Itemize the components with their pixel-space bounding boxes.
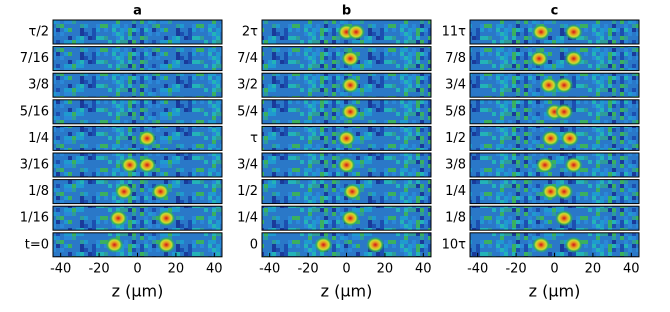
row-label: 1/4 xyxy=(445,184,466,199)
peak-blob xyxy=(564,24,583,40)
x-tick-label: 0 xyxy=(133,261,141,276)
x-tick-label: -20 xyxy=(297,261,318,276)
peak-blob xyxy=(157,236,176,253)
row-label: τ xyxy=(250,131,258,146)
peak-blob xyxy=(366,236,385,253)
strip xyxy=(469,19,640,45)
peak-blob xyxy=(337,157,356,173)
peak-blob xyxy=(105,236,124,253)
row-label: τ/2 xyxy=(29,25,49,40)
peak-blob xyxy=(541,130,560,147)
row-label: 5/4 xyxy=(237,104,258,119)
row-label: 5/16 xyxy=(20,104,49,119)
strip xyxy=(469,205,640,231)
peak-blob xyxy=(564,157,583,173)
row-label: 1/2 xyxy=(237,184,258,199)
row-label: 3/16 xyxy=(20,158,49,173)
row-label: 3/4 xyxy=(445,78,466,93)
peak-blob xyxy=(530,50,549,67)
peak-blob xyxy=(341,77,360,94)
strip xyxy=(52,179,223,205)
x-tick-label: 20 xyxy=(168,261,185,276)
panel-title: b xyxy=(342,4,351,19)
peak-blob xyxy=(341,103,360,120)
peak-blob xyxy=(109,210,128,227)
peak-blob xyxy=(138,130,157,147)
row-label: 10τ xyxy=(442,237,467,252)
panel-title: a xyxy=(133,4,142,19)
strip xyxy=(52,19,223,45)
row-label: 1/8 xyxy=(28,184,49,199)
x-tick-label: 40 xyxy=(623,261,640,276)
row-label: 1/4 xyxy=(237,211,258,226)
peak-blob xyxy=(120,157,139,173)
panel-title: c xyxy=(551,4,559,19)
peak-blob xyxy=(157,210,176,227)
peak-blob xyxy=(541,183,560,200)
strip xyxy=(52,46,223,72)
strip xyxy=(52,72,223,98)
x-axis-label: z (μm) xyxy=(112,281,164,300)
x-tick-label: 20 xyxy=(585,261,602,276)
strip xyxy=(52,125,223,151)
peak-blob xyxy=(341,210,360,227)
x-tick-label: 0 xyxy=(342,261,350,276)
x-tick-label: 40 xyxy=(415,261,432,276)
peak-blob xyxy=(314,236,333,253)
peak-blob xyxy=(341,50,360,67)
strip xyxy=(52,99,223,125)
peak-blob xyxy=(539,77,558,94)
peak-blob xyxy=(560,130,579,147)
strip xyxy=(469,152,640,178)
x-tick-label: 20 xyxy=(377,261,394,276)
peak-blob xyxy=(343,183,362,200)
x-tick-label: -40 xyxy=(50,261,71,276)
x-tick-label: -40 xyxy=(259,261,280,276)
x-axis-label: z (μm) xyxy=(529,281,581,300)
peak-blob xyxy=(532,236,551,253)
peak-blob xyxy=(555,103,574,120)
x-tick-label: -20 xyxy=(88,261,109,276)
peak-blob xyxy=(151,183,170,200)
x-tick-label: 40 xyxy=(206,261,223,276)
row-label: 7/4 xyxy=(237,51,258,66)
x-tick-label: -20 xyxy=(505,261,526,276)
row-label: 7/8 xyxy=(445,51,466,66)
row-label: 1/4 xyxy=(28,131,49,146)
row-label: 5/8 xyxy=(445,104,466,119)
peak-blob xyxy=(564,236,583,253)
peak-blob xyxy=(532,24,551,40)
peak-blob xyxy=(337,130,356,147)
peak-blob xyxy=(347,24,366,40)
strip xyxy=(52,205,223,231)
row-label: 1/16 xyxy=(20,211,49,226)
row-label: t=0 xyxy=(25,237,49,252)
row-label: 3/4 xyxy=(237,158,258,173)
row-label: 2τ xyxy=(242,25,258,40)
x-tick-label: -40 xyxy=(467,261,488,276)
row-label: 3/8 xyxy=(28,78,49,93)
row-label: 3/8 xyxy=(445,158,466,173)
row-label: 1/8 xyxy=(445,211,466,226)
peak-blob xyxy=(555,183,574,200)
row-label: 11τ xyxy=(442,25,467,40)
strip xyxy=(469,46,640,72)
peak-blob xyxy=(138,157,157,173)
row-label: 1/2 xyxy=(445,131,466,146)
peak-blob xyxy=(535,157,554,173)
peak-blob xyxy=(115,183,134,200)
row-label: 7/16 xyxy=(20,51,49,66)
peak-blob xyxy=(555,77,574,94)
x-axis-label: z (μm) xyxy=(321,281,373,300)
row-label: 0 xyxy=(250,237,258,252)
peak-blob xyxy=(555,210,574,227)
row-label: 3/2 xyxy=(237,78,258,93)
x-tick-label: 0 xyxy=(550,261,558,276)
peak-blob xyxy=(564,50,583,67)
